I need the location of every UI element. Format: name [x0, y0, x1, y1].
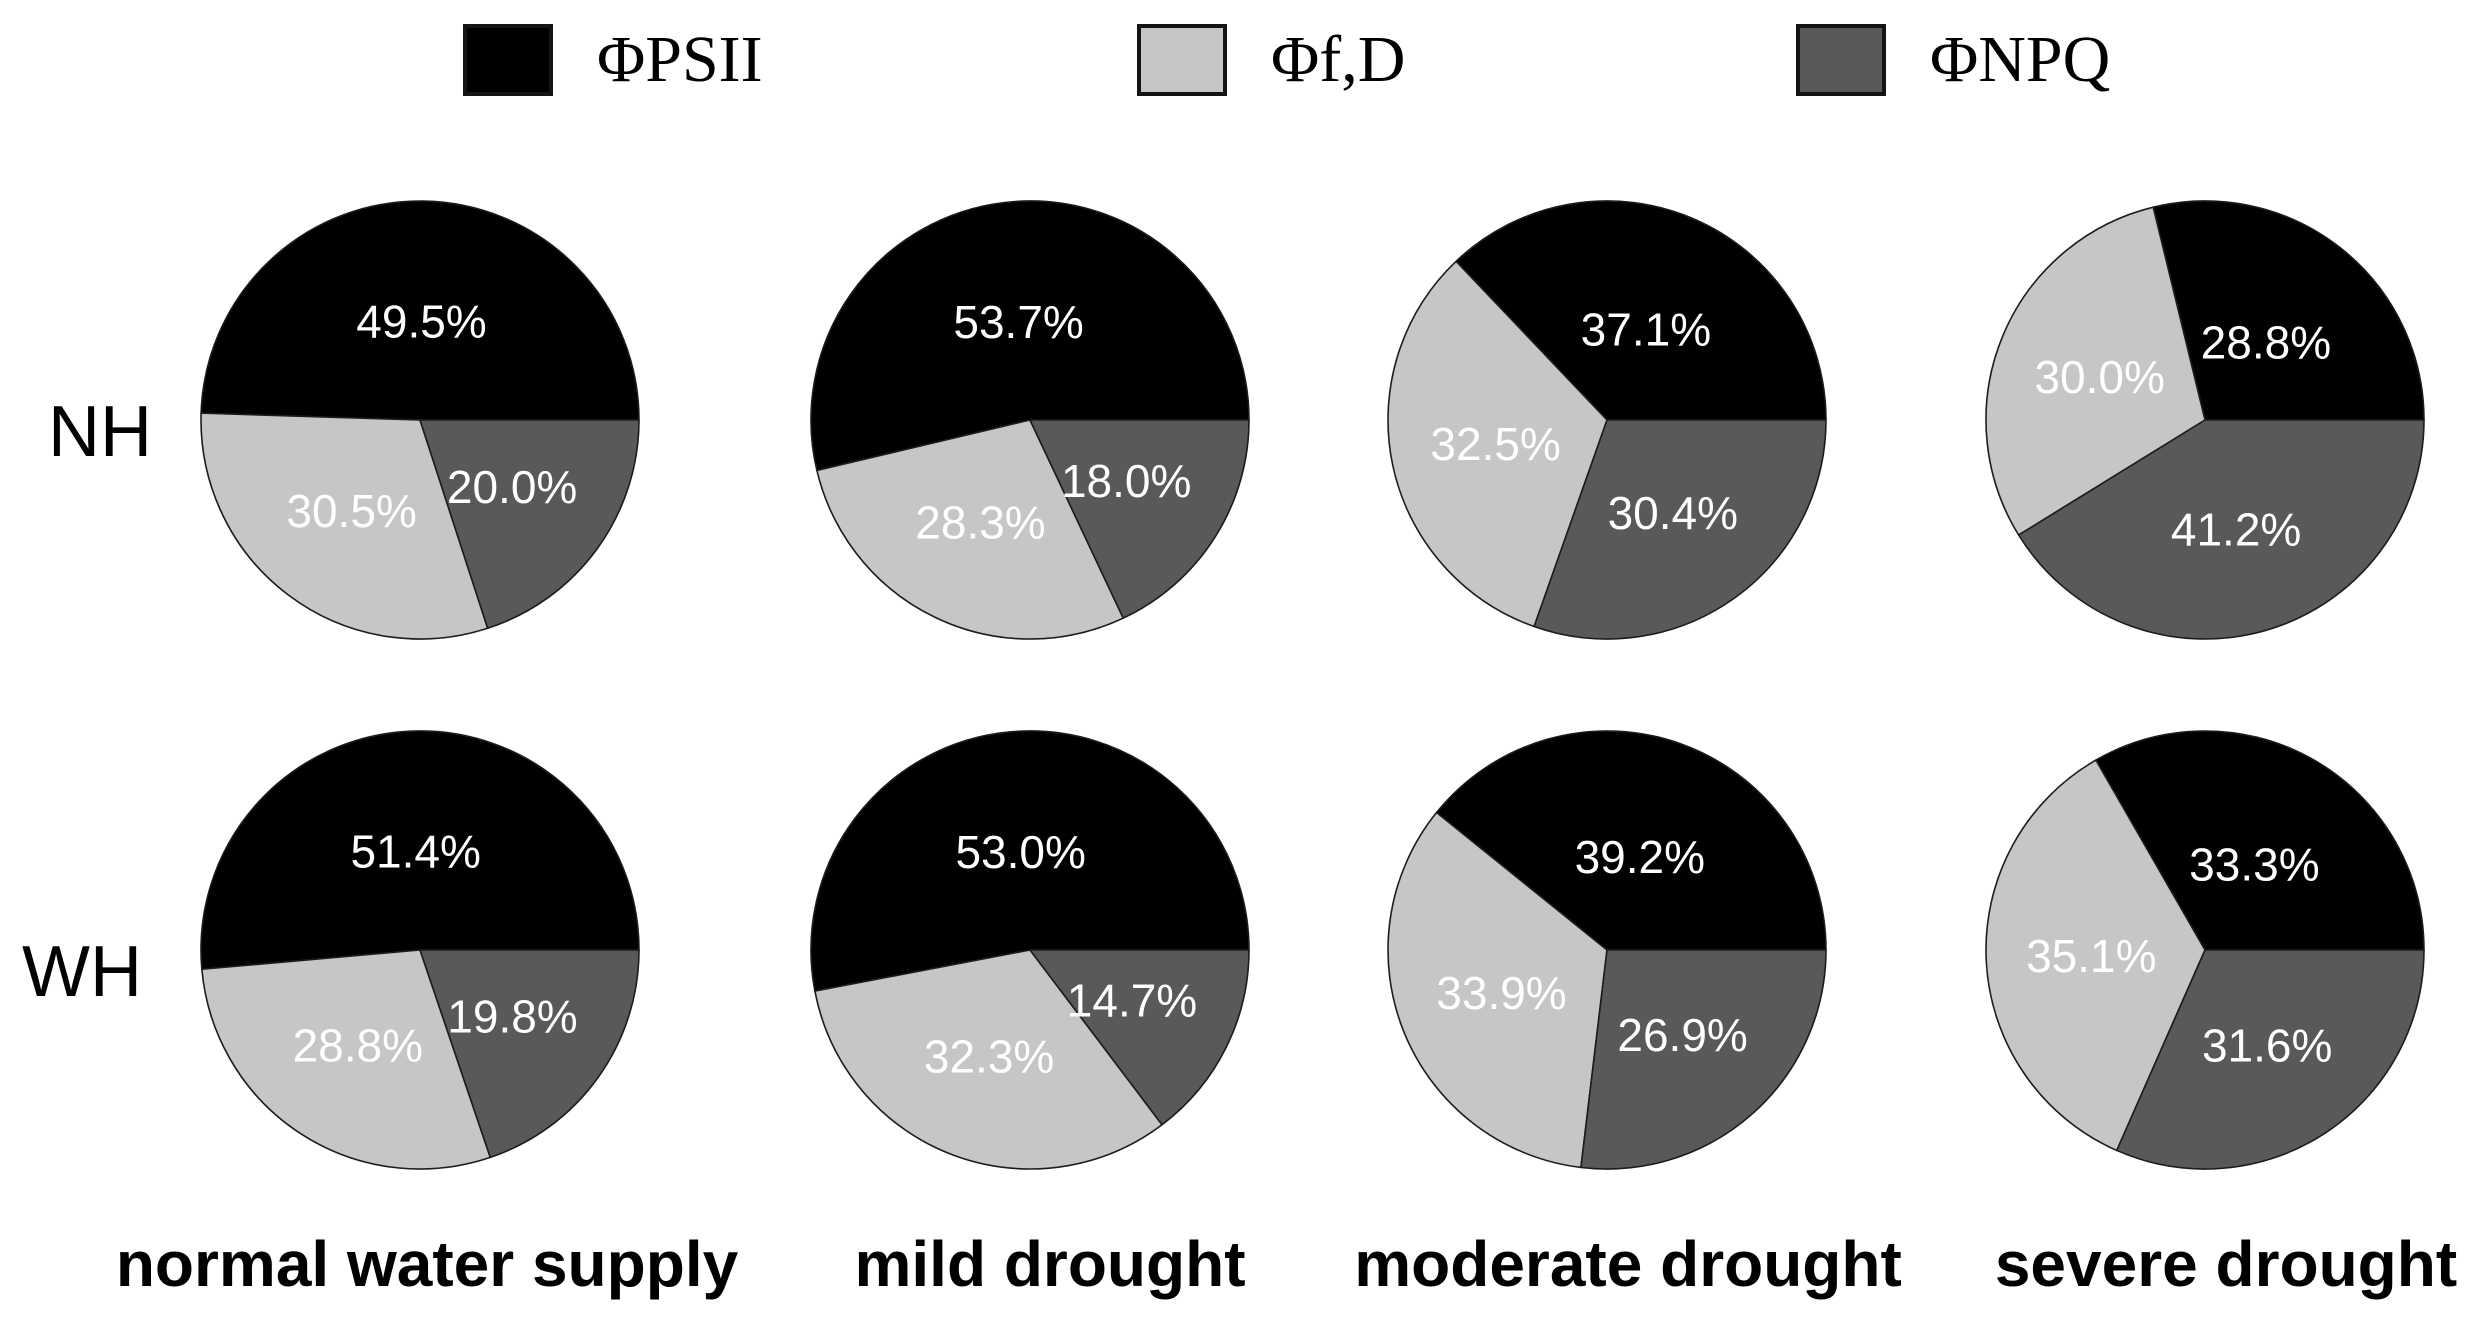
pie-slice-ΦNPQ — [1029, 419, 1250, 619]
pie-slice-value-label: 30.0% — [2034, 351, 2164, 403]
row-label-nh: NH — [48, 392, 152, 472]
pie-slice-value-label: 31.6% — [2202, 1019, 2332, 1071]
caption-mild-drought: mild drought — [854, 1228, 1246, 1300]
pie-nh-normal-water-supply: 49.5% 30.5% 20.0% — [198, 198, 642, 642]
pie-slice-Φf,D — [201, 949, 492, 1170]
legend-label-fd: Φf,D — [1271, 23, 1406, 96]
pie-slice-value-label: 20.0% — [447, 461, 577, 513]
pie-nh-mild-drought: 53.7% 28.3% 18.0% — [808, 198, 1252, 642]
pie-slice-Φf,D — [814, 949, 1163, 1170]
legend-swatch-fd — [1137, 24, 1227, 96]
legend-swatch-npq — [1796, 24, 1886, 96]
pie-nh-severe-drought: 28.8% 30.0% 41.2% — [1983, 198, 2427, 642]
pie-nh-moderate-drought: 37.1% 32.5% 30.4% — [1385, 198, 1829, 642]
pie-slice-ΦPSII — [810, 200, 1250, 472]
pie-slice-Φf,D — [816, 419, 1125, 640]
pie-svg: 53.7% 28.3% 18.0% — [810, 200, 1250, 640]
pie-slice-ΦNPQ — [419, 419, 640, 630]
pie-slice-Φf,D — [200, 412, 489, 640]
pie-slice-value-label: 18.0% — [1061, 455, 1191, 507]
pie-slice-value-label: 28.8% — [293, 1019, 423, 1071]
row-label-wh: WH — [22, 932, 142, 1012]
pie-slice-value-label: 26.9% — [1617, 1009, 1747, 1061]
pie-svg: 49.5% 30.5% 20.0% — [200, 200, 640, 640]
legend-swatch-psii — [463, 24, 553, 96]
legend-item-psii: ΦPSII — [463, 24, 763, 96]
pie-wh-severe-drought: 33.3% 35.1% 31.6% — [1983, 728, 2427, 1172]
pie-slice-ΦNPQ — [1029, 949, 1250, 1126]
pie-slice-ΦNPQ — [2017, 419, 2425, 640]
pie-slice-value-label: 53.0% — [955, 826, 1085, 878]
legend-label-npq: ΦNPQ — [1930, 23, 2111, 96]
pie-slice-ΦNPQ — [1533, 419, 1827, 640]
pie-slice-ΦPSII — [1435, 730, 1827, 951]
pie-slice-ΦPSII — [200, 730, 640, 971]
pie-svg: 28.8% 30.0% 41.2% — [1985, 200, 2425, 640]
pie-slice-ΦPSII — [200, 200, 640, 421]
legend-item-fd: Φf,D — [1137, 24, 1405, 96]
pie-slice-value-label: 32.5% — [1430, 418, 1560, 470]
pie-slice-value-label: 30.5% — [286, 485, 416, 537]
pie-slice-Φf,D — [1387, 260, 1608, 628]
pie-slice-value-label: 51.4% — [350, 826, 480, 878]
pie-slice-ΦNPQ — [1580, 949, 1827, 1170]
pie-slice-value-label: 39.2% — [1575, 831, 1705, 883]
pie-slice-Φf,D — [1985, 759, 2206, 1152]
pie-slice-value-label: 14.7% — [1067, 975, 1197, 1027]
pie-svg: 37.1% 32.5% 30.4% — [1387, 200, 1827, 640]
pie-slice-value-label: 28.8% — [2201, 317, 2331, 369]
pie-wh-moderate-drought: 39.2% 33.9% 26.9% — [1385, 728, 1829, 1172]
pie-slice-value-label: 37.1% — [1581, 303, 1711, 355]
pie-slice-value-label: 28.3% — [915, 497, 1045, 549]
pie-slice-value-label: 53.7% — [953, 296, 1083, 348]
pie-slice-ΦPSII — [2095, 730, 2425, 951]
pie-slice-value-label: 49.5% — [356, 296, 486, 348]
pie-slice-Φf,D — [1387, 811, 1608, 1169]
pie-slice-ΦPSII — [2152, 200, 2425, 421]
pie-slice-value-label: 41.2% — [2171, 504, 2301, 556]
caption-severe-drought: severe drought — [1994, 1228, 2458, 1300]
pie-slice-value-label: 33.9% — [1436, 967, 1566, 1019]
pie-slice-ΦPSII — [810, 730, 1250, 992]
caption-normal-water-supply: normal water supply — [115, 1228, 739, 1300]
pie-slice-ΦNPQ — [2115, 949, 2425, 1170]
pie-slice-value-label: 30.4% — [1608, 487, 1738, 539]
pie-slice-ΦNPQ — [419, 949, 640, 1159]
pie-wh-normal-water-supply: 51.4% 28.8% 19.8% — [198, 728, 642, 1172]
caption-moderate-drought: moderate drought — [1354, 1228, 1902, 1300]
pie-svg: 51.4% 28.8% 19.8% — [200, 730, 640, 1170]
pie-svg: 53.0% 32.3%14.7% — [810, 730, 1250, 1170]
pie-svg: 33.3% 35.1% 31.6% — [1985, 730, 2425, 1170]
pie-slice-value-label: 35.1% — [2026, 930, 2156, 982]
pie-slice-value-label: 33.3% — [2189, 839, 2319, 891]
pie-svg: 39.2% 33.9% 26.9% — [1387, 730, 1827, 1170]
pie-slice-value-label: 32.3% — [924, 1030, 1054, 1082]
pie-slice-ΦPSII — [1455, 200, 1827, 421]
legend-label-psii: ΦPSII — [597, 23, 763, 96]
legend-item-npq: ΦNPQ — [1796, 24, 2110, 96]
pie-wh-mild-drought: 53.0% 32.3% 14.7% — [808, 728, 1252, 1172]
pie-slice-value-label: 19.8% — [447, 990, 577, 1042]
